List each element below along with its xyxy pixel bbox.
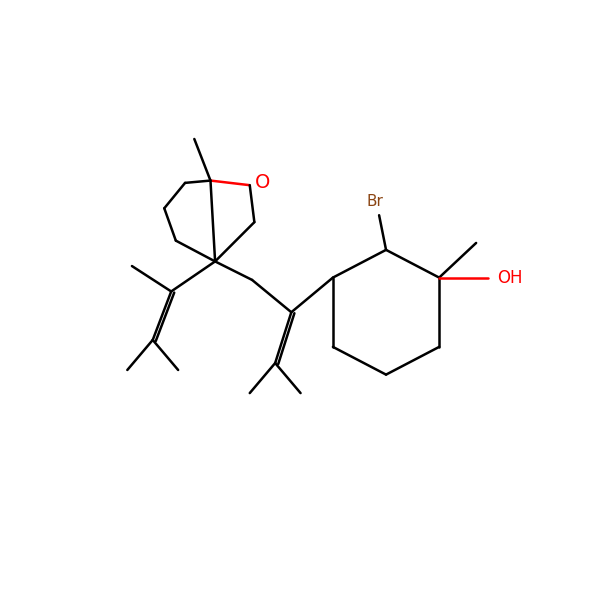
Text: O: O xyxy=(255,173,271,193)
Text: Br: Br xyxy=(366,194,383,209)
Text: OH: OH xyxy=(497,269,523,287)
